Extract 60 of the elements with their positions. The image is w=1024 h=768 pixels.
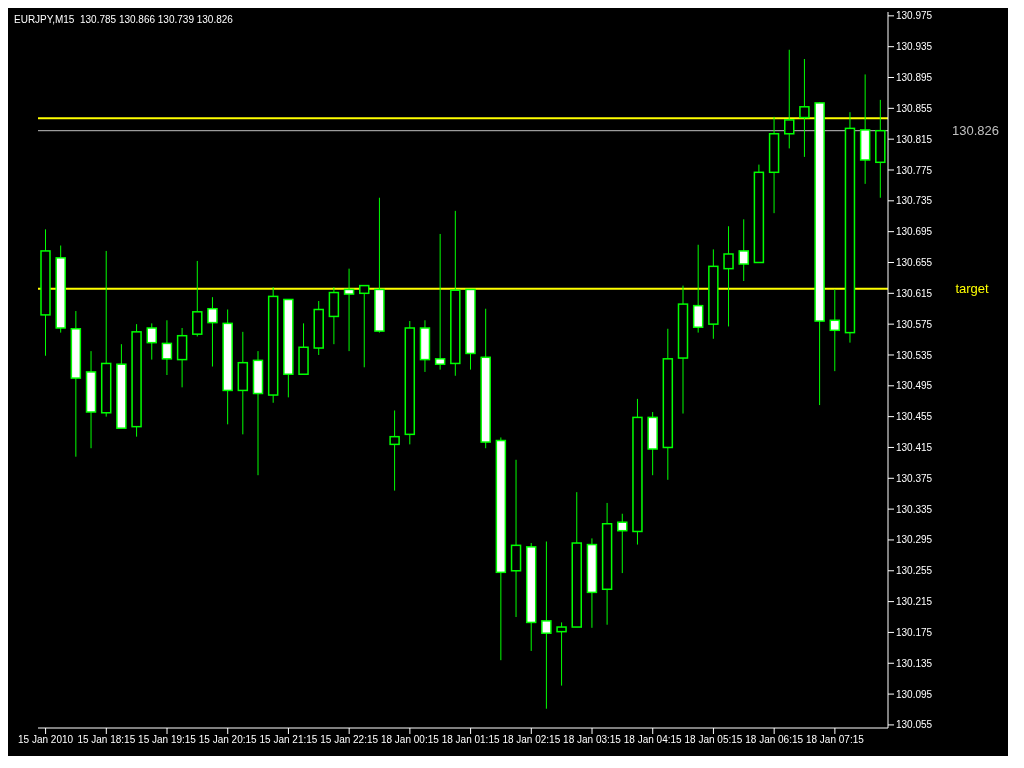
chart-title: EURJPY,M15 130.785 130.866 130.739 130.826: [14, 14, 233, 25]
y-tick-label: 130.575: [896, 318, 933, 330]
ref-line-label: target: [955, 280, 990, 296]
y-tick-label: 130.775: [896, 164, 933, 176]
candlestick: [389, 409, 400, 492]
candlestick: [556, 621, 567, 687]
y-tick-label: 130.895: [896, 72, 933, 84]
candlestick: [617, 513, 628, 574]
y-tick-label: 130.695: [896, 226, 933, 238]
y-tick-label: 130.975: [896, 10, 933, 22]
candlestick: [738, 218, 749, 282]
y-tick-label: 130.495: [896, 380, 933, 392]
candlestick: [359, 284, 370, 368]
candlestick: [328, 286, 340, 345]
y-tick-label: 130.815: [896, 133, 933, 145]
y-tick-label: 130.535: [896, 349, 933, 361]
y-tick-label: 130.935: [896, 41, 933, 53]
y-tick-label: 130.175: [896, 626, 933, 638]
y-tick-label: 130.375: [896, 472, 933, 484]
candlestick: [829, 288, 841, 372]
y-tick-label: 130.055: [896, 719, 933, 731]
y-tick-label: 130.615: [896, 287, 933, 299]
x-tick-label: 15 Jan 2010: [18, 734, 74, 746]
x-tick-label: 18 Jan 02:15: [502, 734, 561, 746]
y-tick-label: 130.255: [896, 565, 933, 577]
x-tick-label: 15 Jan 19:15: [138, 734, 197, 746]
x-tick-label: 18 Jan 03:15: [563, 734, 622, 746]
candlestick: [207, 296, 218, 368]
y-tick-label: 130.855: [896, 102, 933, 114]
candlestick: [176, 327, 188, 388]
candlestick: [146, 322, 157, 361]
x-tick-label: 18 Jan 06:15: [745, 734, 804, 746]
candlestick: [541, 540, 552, 710]
x-tick-label: 15 Jan 18:15: [77, 734, 136, 746]
y-tick-label: 130.455: [896, 411, 933, 423]
x-tick-label: 18 Jan 07:15: [805, 734, 865, 746]
x-tick-label: 18 Jan 04:15: [623, 734, 683, 746]
y-tick-label: 130.735: [896, 195, 933, 207]
x-tick-label: 18 Jan 05:15: [684, 734, 743, 746]
x-tick-label: 18 Jan 00:15: [380, 734, 440, 746]
candlestick: [784, 49, 795, 149]
ref-line-label: 130.826: [952, 122, 999, 138]
x-tick-label: 15 Jan 20:15: [198, 734, 258, 746]
x-tick-label: 15 Jan 21:15: [259, 734, 318, 746]
y-tick-label: 130.135: [896, 657, 933, 669]
candlestick: [692, 244, 704, 334]
candlestick: [161, 319, 173, 376]
candlestick: [799, 58, 810, 158]
candlestick: [434, 233, 446, 371]
y-tick-label: 130.295: [896, 534, 933, 546]
y-tick-label: 130.335: [896, 503, 933, 515]
y-tick-label: 130.215: [896, 596, 933, 608]
x-tick-label: 18 Jan 01:15: [441, 734, 500, 746]
y-tick-label: 130.095: [896, 688, 933, 700]
y-tick-label: 130.415: [896, 442, 933, 454]
candlestick: [343, 268, 355, 352]
y-tick-label: 130.655: [896, 257, 933, 269]
candlestick: [192, 260, 203, 337]
candlestick: [723, 225, 734, 327]
x-tick-label: 15 Jan 22:15: [320, 734, 379, 746]
